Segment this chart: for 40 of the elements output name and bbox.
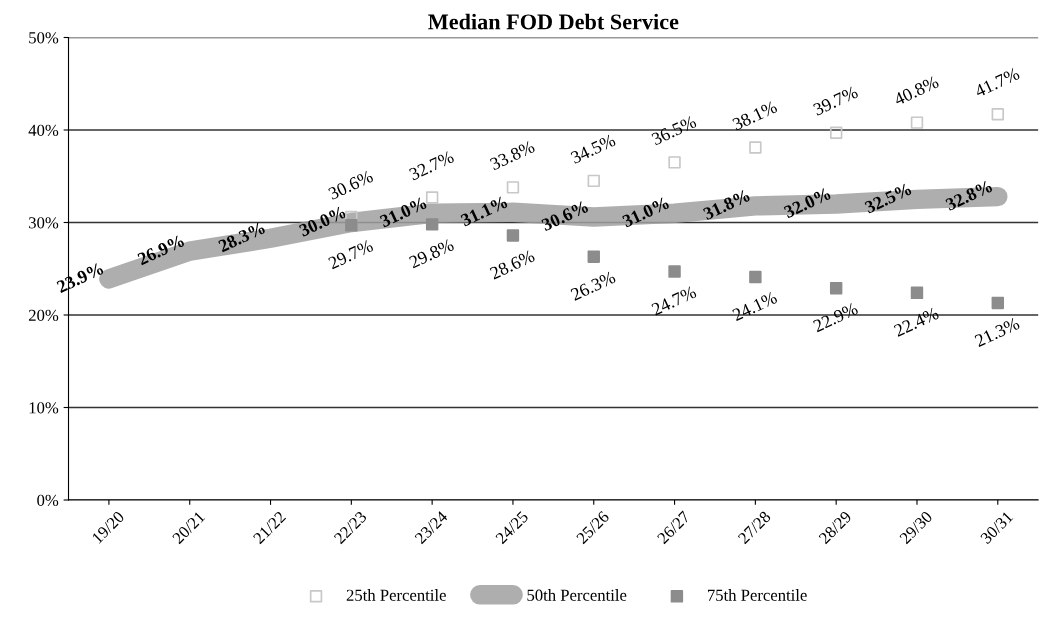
y-tick-label: 10% xyxy=(29,402,59,414)
data-label: 30.6% xyxy=(327,169,374,201)
data-label: 32.7% xyxy=(408,150,455,181)
data-label: 31.0% xyxy=(379,196,428,228)
data-label: 31.8% xyxy=(702,189,751,221)
data-label: 28.6% xyxy=(489,249,536,280)
data-label: 26.9% xyxy=(136,234,185,266)
data-label: 28.3% xyxy=(217,221,266,253)
data-label: 33.8% xyxy=(489,140,536,171)
data-label: 30.0% xyxy=(298,205,347,237)
legend-label: 75th Percentile xyxy=(708,589,807,601)
chart-title: Median FOD Debt Service xyxy=(428,13,679,30)
data-label: 30.6% xyxy=(540,200,589,232)
data-label: 21.3% xyxy=(974,316,1021,348)
y-tick-label: 50% xyxy=(29,32,59,44)
data-label: 31.1% xyxy=(460,195,509,227)
y-tick-label: 30% xyxy=(29,217,59,229)
y-tick-label: 40% xyxy=(28,124,59,136)
data-label: 41.7% xyxy=(973,67,1021,98)
data-label: 29.7% xyxy=(327,239,374,270)
data-label: 32.8% xyxy=(944,179,993,211)
data-label: 38.1% xyxy=(731,100,778,131)
y-tick-label: 20% xyxy=(28,309,59,321)
legend-label: 25th Percentile xyxy=(346,589,446,601)
data-label: 34.5% xyxy=(570,133,617,164)
data-label: 36.5% xyxy=(650,115,698,146)
data-label: 22.4% xyxy=(893,306,940,338)
data-label: 32.5% xyxy=(864,182,913,214)
y-tick-label: 0% xyxy=(37,494,59,506)
data-label: 23.9% xyxy=(56,262,105,294)
data-label: 40.8% xyxy=(892,75,940,106)
data-label: 39.7% xyxy=(812,85,859,116)
data-label: 24.7% xyxy=(650,285,698,316)
data-label: 31.0% xyxy=(621,196,670,228)
legend-label: 50th Percentile xyxy=(527,589,627,601)
data-label: 29.8% xyxy=(408,238,455,269)
data-label: 22.9% xyxy=(812,302,859,333)
data-label: 26.3% xyxy=(570,270,617,301)
data-label: 24.1% xyxy=(731,291,778,322)
data-label: 32.0% xyxy=(783,187,832,219)
